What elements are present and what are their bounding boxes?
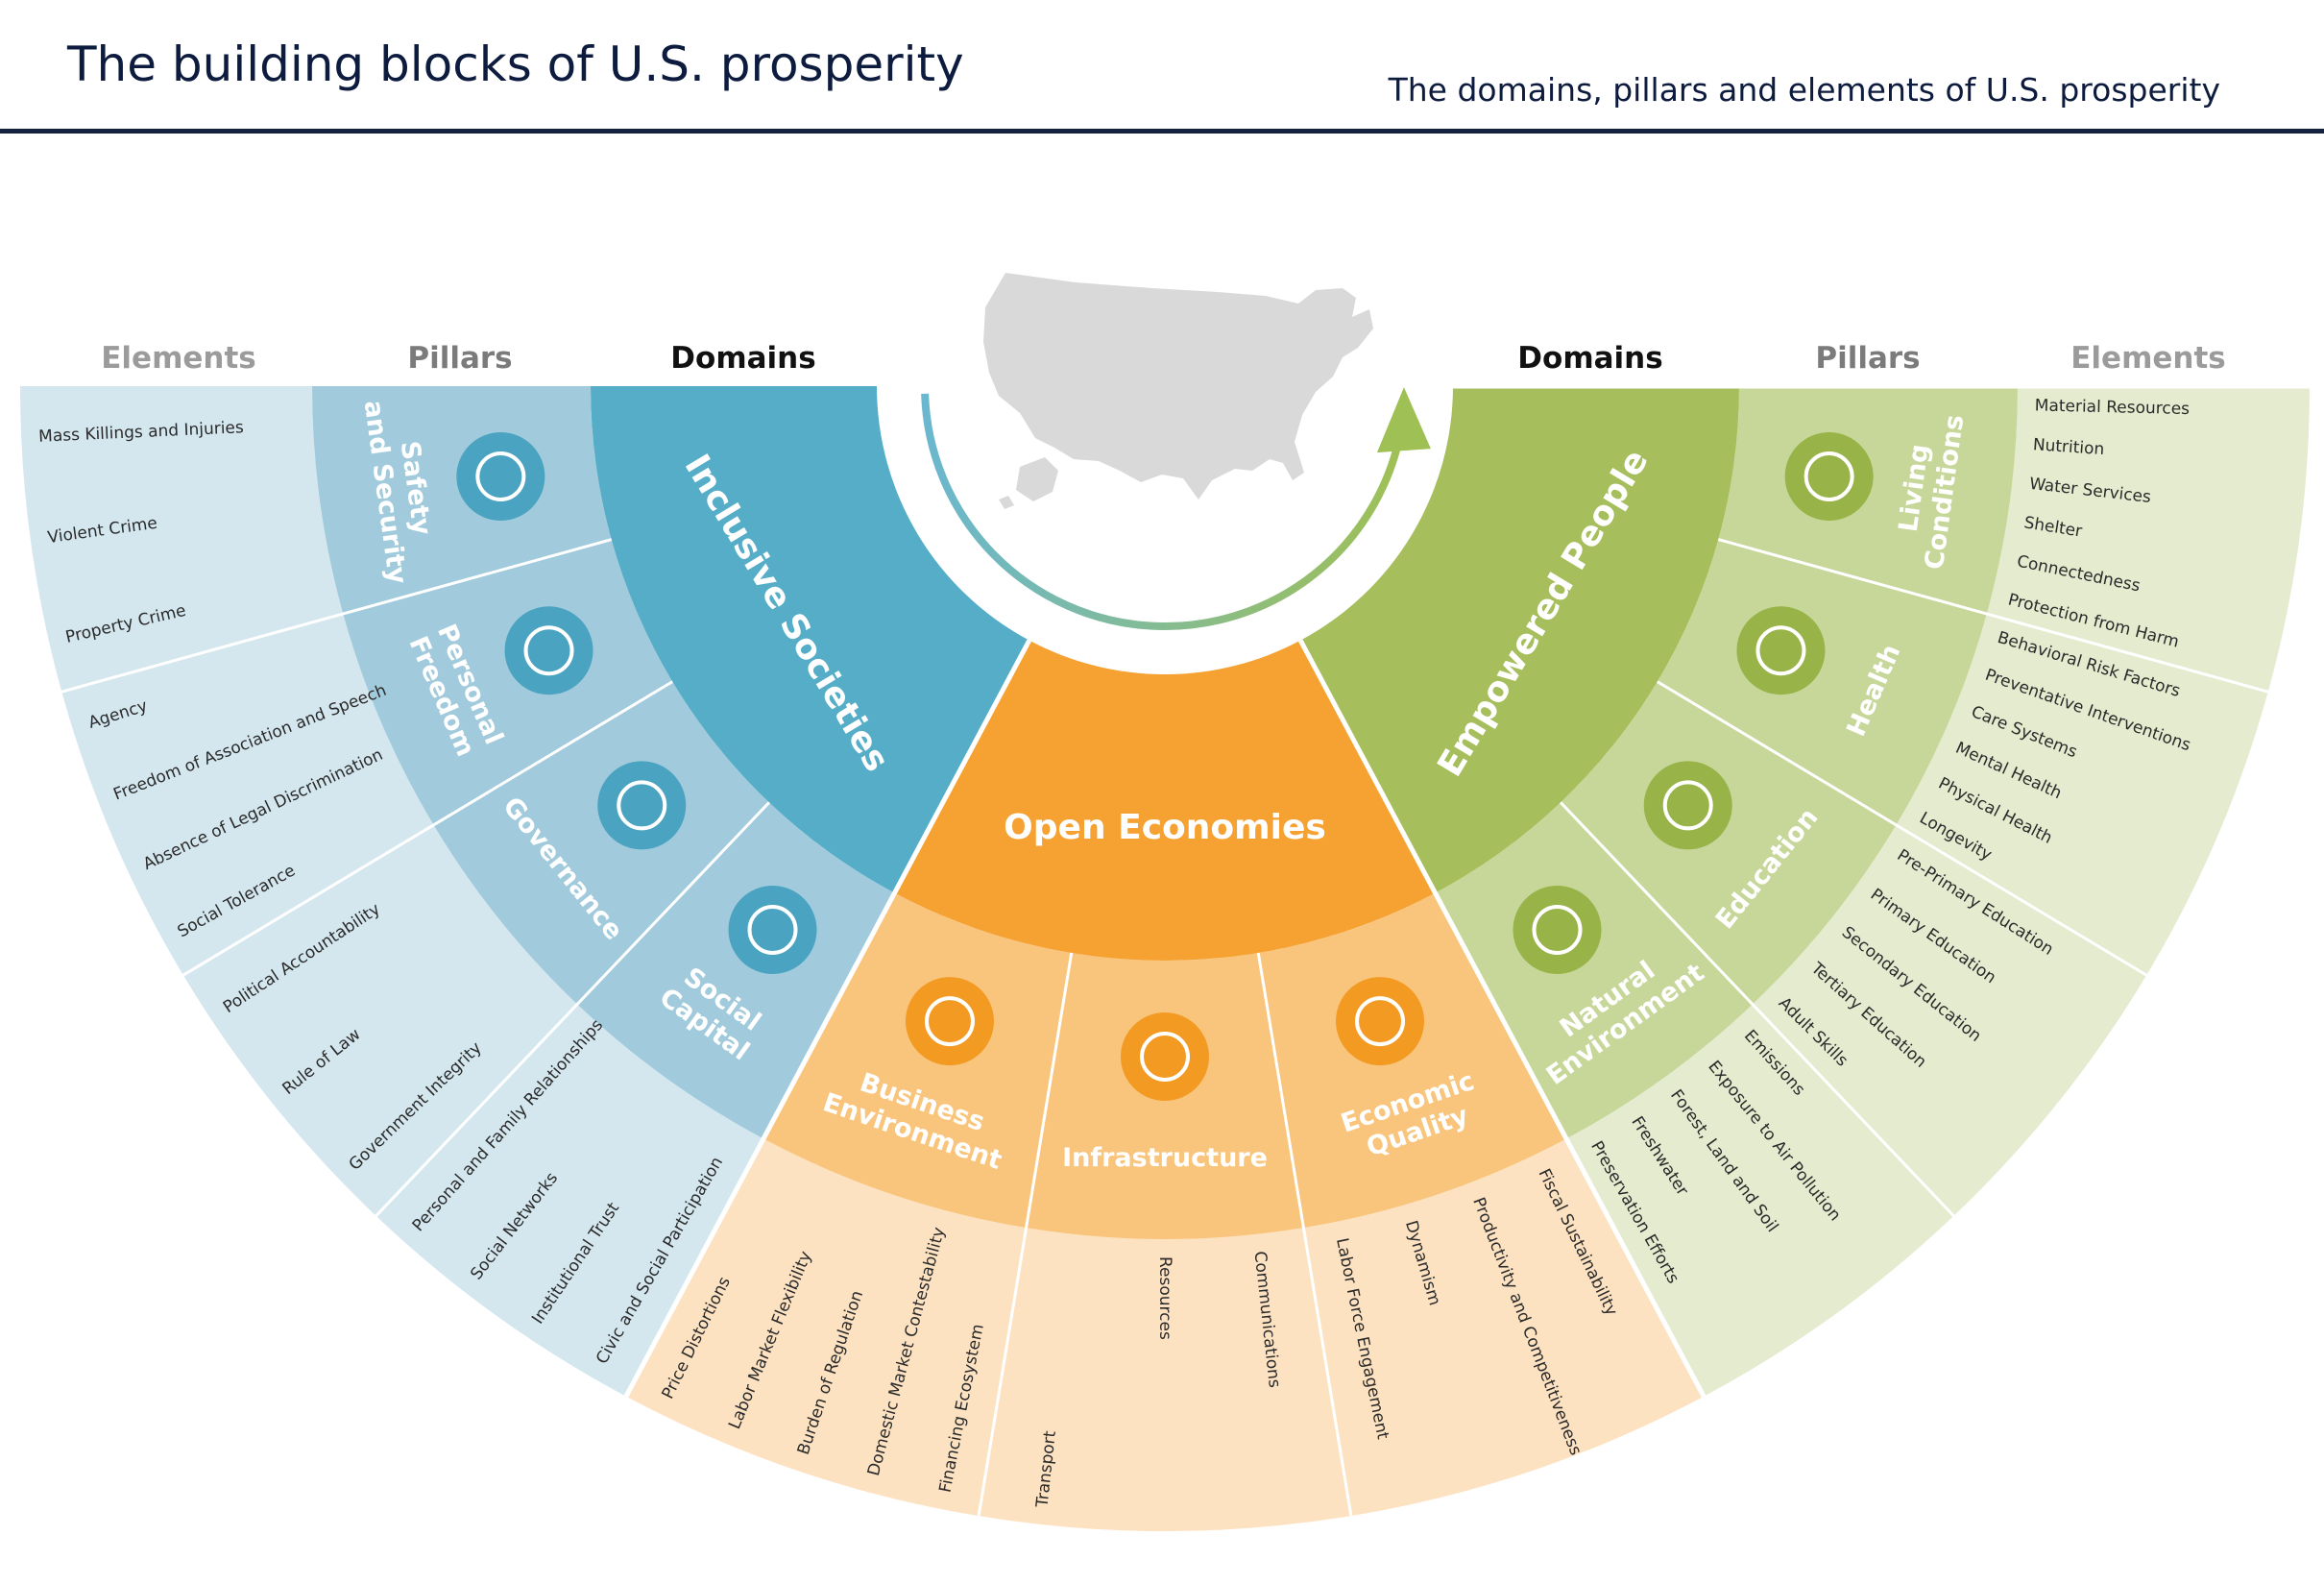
column-header-elements-right: Elements [2070,341,2226,376]
money-bag-icon [1121,1012,1209,1101]
house-icon [1784,432,1874,522]
elements-band-social-capital [375,1004,764,1397]
pillar-divider [1717,538,2269,694]
domain-empowered-people [1300,386,1739,893]
pillar-divider [624,891,896,1398]
pillar-divider [977,952,1074,1517]
shield-icon [456,432,545,522]
health-hands-icon [1736,606,1826,695]
money-bag-icon-glyph [1140,1032,1190,1082]
pillar-label-line: Infrastructure [1062,1143,1268,1173]
government-building-icon [597,761,687,850]
domain-inclusive-societies [591,386,1029,893]
us-map-icon [983,273,1373,509]
leaf-icon [1513,885,1602,974]
elements-band-personal-freedom [61,614,434,976]
pillar-safety-and-security [312,386,612,615]
domains-ring [591,386,1739,962]
house-icon-glyph [1804,451,1854,502]
pillar-education [1561,681,1897,1005]
elements-band-economic-quality [1303,1138,1705,1517]
briefcase-icon [905,977,994,1066]
cycle-arrow-icon [921,393,1406,630]
pillar-divider [182,680,673,977]
pillar-governance [433,681,769,1005]
pillar-divider [1560,801,1955,1217]
column-header-pillars-left: Pillars [407,341,512,376]
column-header-pillars-right: Pillars [1815,341,1920,376]
pillar-divider [1256,952,1353,1517]
pillar-health [1657,539,1987,825]
freedom-runner-icon-glyph [523,625,574,676]
freedom-runner-icon [504,606,593,695]
shield-icon-glyph [475,451,526,502]
dollar-clock-icon [1336,977,1425,1066]
elements-band-governance [182,824,578,1216]
pillar-divider [375,801,770,1217]
pillar-label-infrastructure: Infrastructure [1062,1143,1268,1173]
pillar-living-conditions [1718,386,2018,615]
elements-band-health [1896,614,2268,976]
pillar-business-environment [763,892,1072,1229]
elements-ring [20,386,2310,1531]
briefcase-icon-glyph [924,996,975,1047]
elements-band-infrastructure [979,1228,1351,1531]
center-hub [921,273,1431,630]
pillar-divider [1657,680,2147,977]
page-title: The building blocks of U.S. prosperity [67,37,964,92]
pillar-personal-freedom [343,539,673,825]
cycle-arrowhead-icon [1376,387,1431,453]
pillar-divider [1434,891,1706,1398]
graduation-cap-icon [1643,761,1732,850]
header-divider [0,129,2324,134]
column-header-domains-left: Domains [670,341,815,376]
pillars-ring [312,386,2018,1239]
pillar-natural-environment [1435,802,1753,1139]
dollar-clock-icon-glyph [1355,996,1406,1047]
column-header-domains-right: Domains [1517,341,1662,376]
elements-band-business-environment [625,1138,1027,1517]
people-group-icon-glyph [747,904,798,955]
leaf-icon-glyph [1532,904,1583,955]
elements-band-education [1752,824,2147,1216]
elements-band-safety-and-security [20,386,344,693]
pillar-social-capital [577,802,895,1139]
domain-open-economies [894,640,1436,962]
pillar-divider [61,538,613,694]
elements-band-natural-environment [1565,1004,1954,1397]
people-group-icon [728,885,817,974]
element-label: Material Resources [2035,396,2191,419]
graduation-cap-icon-glyph [1662,780,1713,831]
column-header-elements-left: Elements [101,341,256,376]
government-building-icon-glyph [617,780,667,831]
pillar-economic-quality [1258,892,1566,1229]
health-hands-icon-glyph [1755,625,1806,676]
element-label: Resources [1155,1256,1174,1340]
page-subtitle: The domains, pillars and elements of U.S… [1388,71,2220,109]
elements-band-living-conditions [1986,386,2310,693]
domain-label-open-economies: Open Economies [1004,808,1326,847]
